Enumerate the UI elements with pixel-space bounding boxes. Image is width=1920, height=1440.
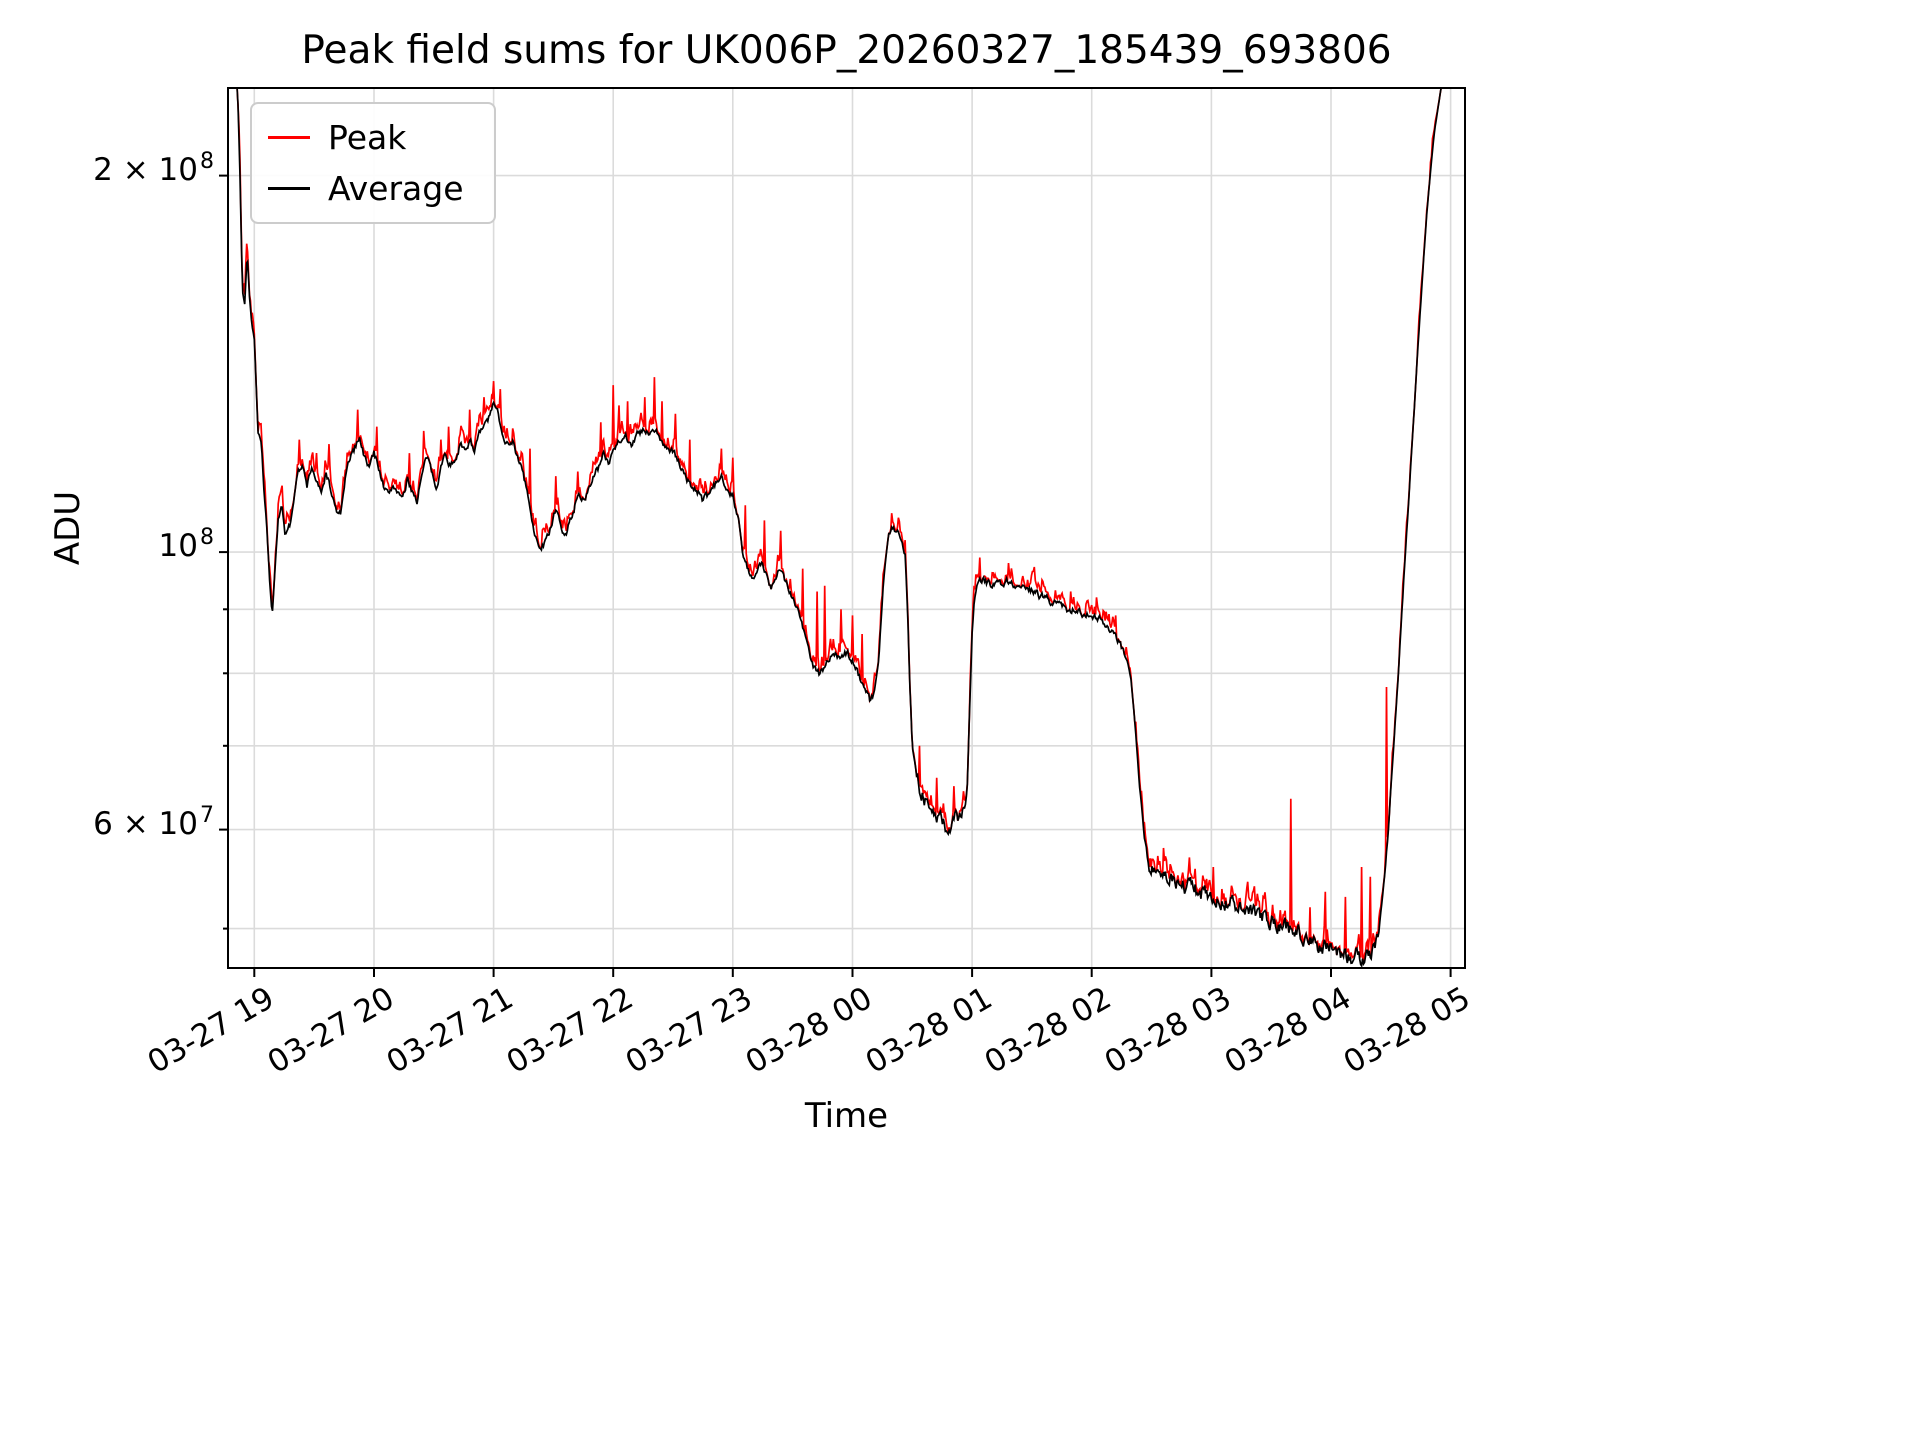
axes-spines bbox=[227, 87, 1466, 969]
y-tick-mantissa: 6 × 10 bbox=[93, 805, 198, 842]
average-line-swatch bbox=[268, 187, 310, 190]
peak-line-swatch bbox=[268, 136, 310, 139]
chart-title: Peak field sums for UK006P_20260327_1854… bbox=[301, 28, 1392, 73]
y-tick-mantissa: 2 × 10 bbox=[93, 151, 198, 188]
y-tick-exponent: 8 bbox=[200, 148, 214, 174]
y-tick-label: 6 × 107 bbox=[93, 802, 214, 842]
legend: Peak Average bbox=[250, 102, 496, 224]
x-axis-label: Time bbox=[804, 1096, 889, 1136]
legend-item-average: Average bbox=[268, 169, 464, 208]
y-axis-label: ADU bbox=[48, 490, 88, 566]
legend-label-average: Average bbox=[328, 169, 464, 208]
y-tick-label: 108 bbox=[158, 525, 214, 565]
y-tick-label: 2 × 108 bbox=[93, 148, 214, 188]
y-tick-mantissa: 10 bbox=[158, 528, 198, 565]
y-tick-exponent: 7 bbox=[200, 802, 214, 828]
legend-label-peak: Peak bbox=[328, 118, 407, 157]
legend-item-peak: Peak bbox=[268, 118, 464, 157]
peak-line bbox=[230, 87, 1465, 962]
y-tick-exponent: 8 bbox=[200, 525, 214, 551]
average-line bbox=[230, 87, 1465, 968]
